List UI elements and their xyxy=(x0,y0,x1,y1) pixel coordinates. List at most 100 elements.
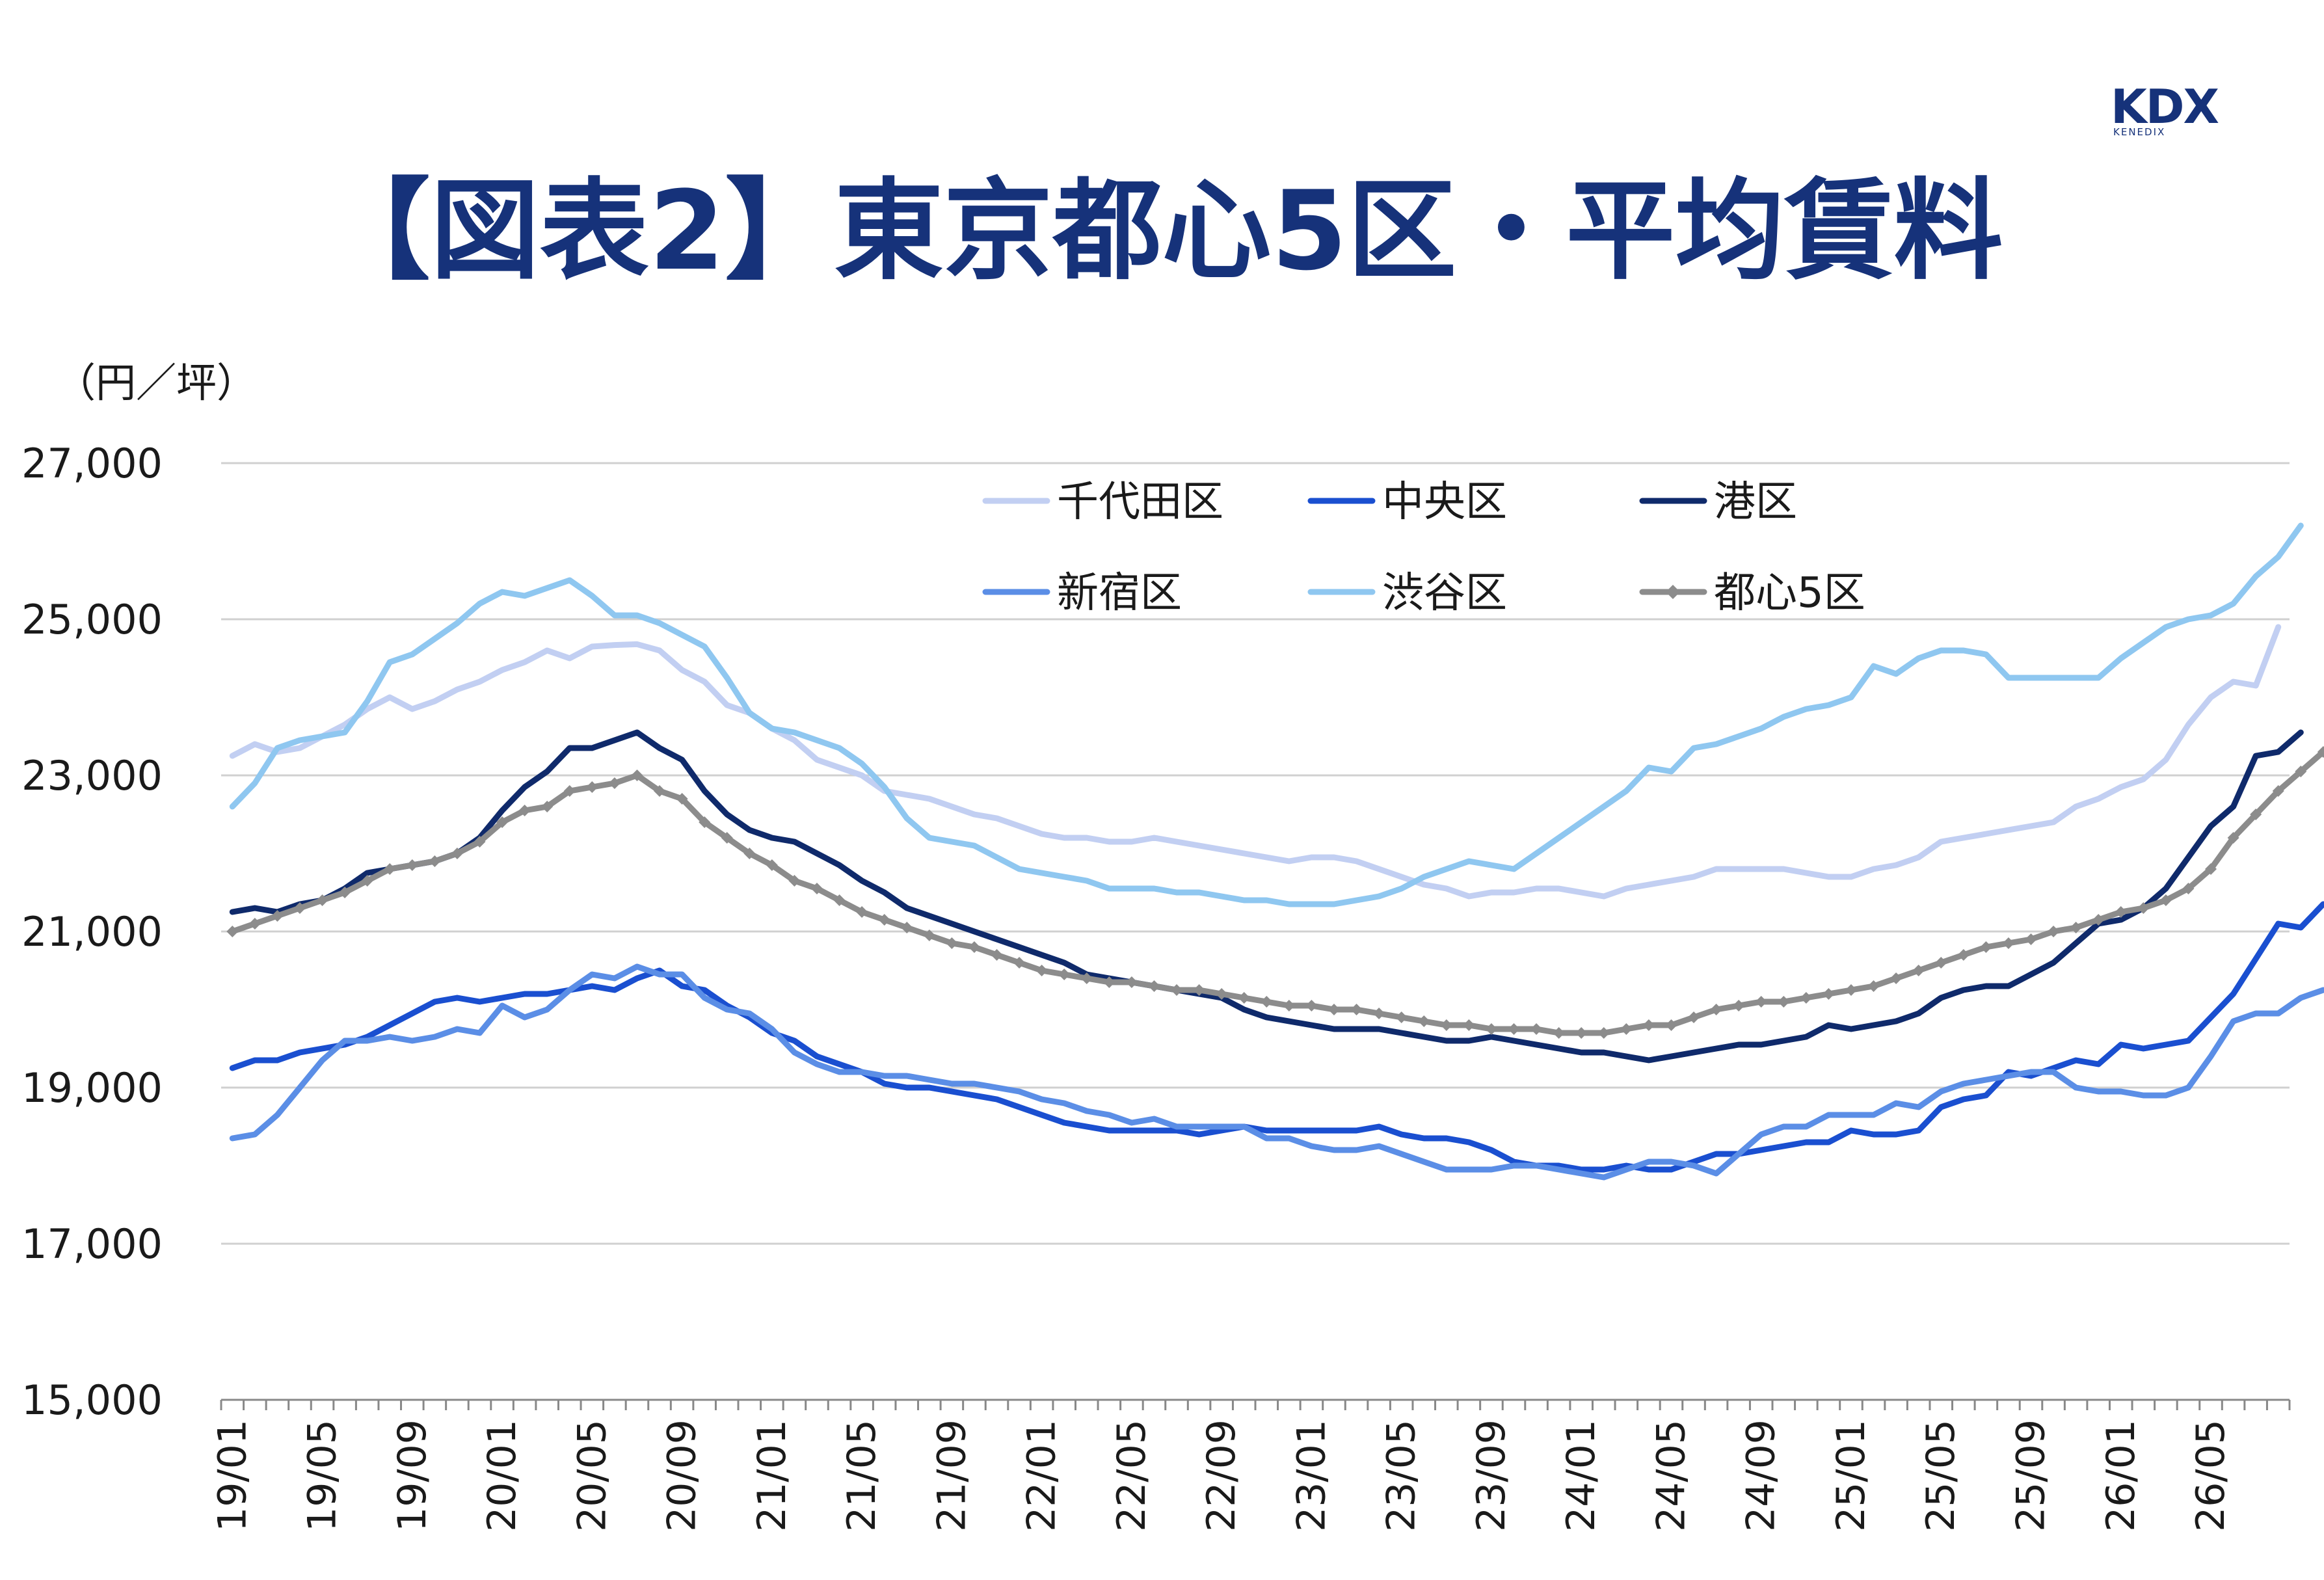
x-tick-label: 25/05 xyxy=(1918,1419,1964,1532)
series-marker xyxy=(406,859,418,871)
series-marker xyxy=(541,801,554,812)
series-marker xyxy=(676,793,688,805)
series-marker xyxy=(1733,1000,1745,1011)
x-tick-label: 24/09 xyxy=(1739,1419,1784,1532)
series-marker xyxy=(1193,984,1205,996)
legend-item-0: 千代田区 xyxy=(982,478,1223,526)
series-marker xyxy=(451,848,463,859)
series-marker xyxy=(923,930,935,941)
series-marker xyxy=(1305,1000,1318,1011)
series-marker xyxy=(608,777,621,789)
series-marker xyxy=(1642,1019,1655,1031)
y-axis-unit-label: （円／坪） xyxy=(55,359,257,407)
series-line-3 xyxy=(229,963,2324,1181)
series-marker xyxy=(1283,1000,1295,1011)
legend-label: 港区 xyxy=(1714,478,1797,526)
series-line-2 xyxy=(229,729,2304,1064)
series-marker xyxy=(1058,969,1071,980)
legend-label: 都心5区 xyxy=(1714,569,1865,617)
series-marker xyxy=(1395,1011,1408,1023)
series-marker xyxy=(1216,988,1228,1000)
series-marker xyxy=(654,785,666,797)
series-marker xyxy=(968,941,980,953)
series-marker xyxy=(586,781,598,793)
series-marker xyxy=(384,863,396,875)
logo-wordmark: KDX xyxy=(2111,79,2219,134)
series-marker xyxy=(2025,933,2037,945)
x-tick-label: 25/09 xyxy=(2009,1419,2054,1532)
series-marker xyxy=(1080,972,1093,984)
series-marker xyxy=(2048,926,2060,937)
series-marker xyxy=(1013,957,1026,969)
series-marker xyxy=(901,922,913,933)
series-marker xyxy=(1710,1004,1722,1015)
series-marker xyxy=(1867,980,1880,992)
y-axis-ticks: 15,000 17,000 19,000 21,000 23,000 25,000 27,0… xyxy=(21,440,163,1424)
series-marker xyxy=(1261,996,1273,1008)
series-marker xyxy=(316,894,328,906)
x-tick-label: 25/01 xyxy=(1828,1419,1874,1532)
series-line-1 xyxy=(229,901,2324,1173)
series-marker xyxy=(2002,937,2014,949)
series-marker xyxy=(1440,1019,1452,1031)
series-marker xyxy=(2182,883,2195,894)
y-tick-label: 23,000 xyxy=(21,752,163,799)
x-tick-label: 19/09 xyxy=(390,1419,435,1532)
y-tick-label: 25,000 xyxy=(21,596,163,643)
y-tick-label: 21,000 xyxy=(21,908,163,956)
logo-subtext: KENEDIX xyxy=(2113,126,2166,138)
series-marker xyxy=(1575,1027,1588,1039)
series-marker xyxy=(474,836,486,848)
series-marker xyxy=(1035,965,1048,976)
series-marker xyxy=(1238,992,1250,1004)
x-tick-label: 21/01 xyxy=(749,1419,795,1532)
grid-lines xyxy=(221,462,2290,1245)
x-tick-label: 23/09 xyxy=(1469,1419,1514,1532)
series-marker xyxy=(293,902,306,914)
series-marker xyxy=(1755,996,1767,1008)
series-marker xyxy=(1418,1015,1430,1027)
series-marker xyxy=(1890,972,1903,984)
x-tick-label: 19/01 xyxy=(209,1419,255,1532)
x-axis-ticks: 19/01 19/05 19/09 20/01 20/05 20/09 21/01 21/05… xyxy=(209,1419,2234,1532)
series-marker xyxy=(991,949,1003,961)
series-marker xyxy=(2137,902,2150,914)
series-marker xyxy=(1778,996,1790,1008)
series-marker xyxy=(2205,863,2217,875)
series-marker xyxy=(810,883,823,894)
y-tick-label: 19,000 xyxy=(21,1064,163,1112)
series-marker xyxy=(788,875,801,887)
series-marker xyxy=(699,816,711,828)
series-marker xyxy=(1620,1023,1633,1035)
series-marker xyxy=(1373,1008,1385,1019)
series-line-0 xyxy=(229,624,2282,900)
x-tick-label: 20/05 xyxy=(569,1419,615,1532)
series-marker xyxy=(631,770,643,781)
y-tick-label: 27,000 xyxy=(21,440,163,487)
series-line-5 xyxy=(229,749,2324,1036)
series-marker xyxy=(1463,1019,1475,1031)
x-tick-label: 21/05 xyxy=(839,1419,885,1532)
legend-label: 千代田区 xyxy=(1057,478,1223,526)
series-marker xyxy=(1912,965,1925,976)
series-marker xyxy=(1688,1011,1700,1023)
x-tick-label: 22/09 xyxy=(1199,1419,1244,1532)
series-marker xyxy=(1935,957,1947,969)
series-marker xyxy=(1553,1027,1565,1039)
series-marker xyxy=(1148,980,1160,992)
series-marker xyxy=(518,805,531,816)
series-marker xyxy=(1957,949,1970,961)
legend-label: 渋谷区 xyxy=(1382,569,1507,617)
series-marker xyxy=(1485,1023,1497,1035)
series-marker xyxy=(496,816,509,828)
series-marker xyxy=(1980,941,1992,953)
series-marker xyxy=(429,855,441,867)
series-marker xyxy=(833,894,846,906)
x-tick-label: 21/09 xyxy=(929,1419,974,1532)
series-line-4 xyxy=(229,522,2304,907)
chart-title: 【図表2】東京都心5区・平均賃料 xyxy=(321,167,2003,295)
x-tick-label: 23/05 xyxy=(1379,1419,1424,1532)
legend-item-4: 渋谷区 xyxy=(1307,569,1507,617)
